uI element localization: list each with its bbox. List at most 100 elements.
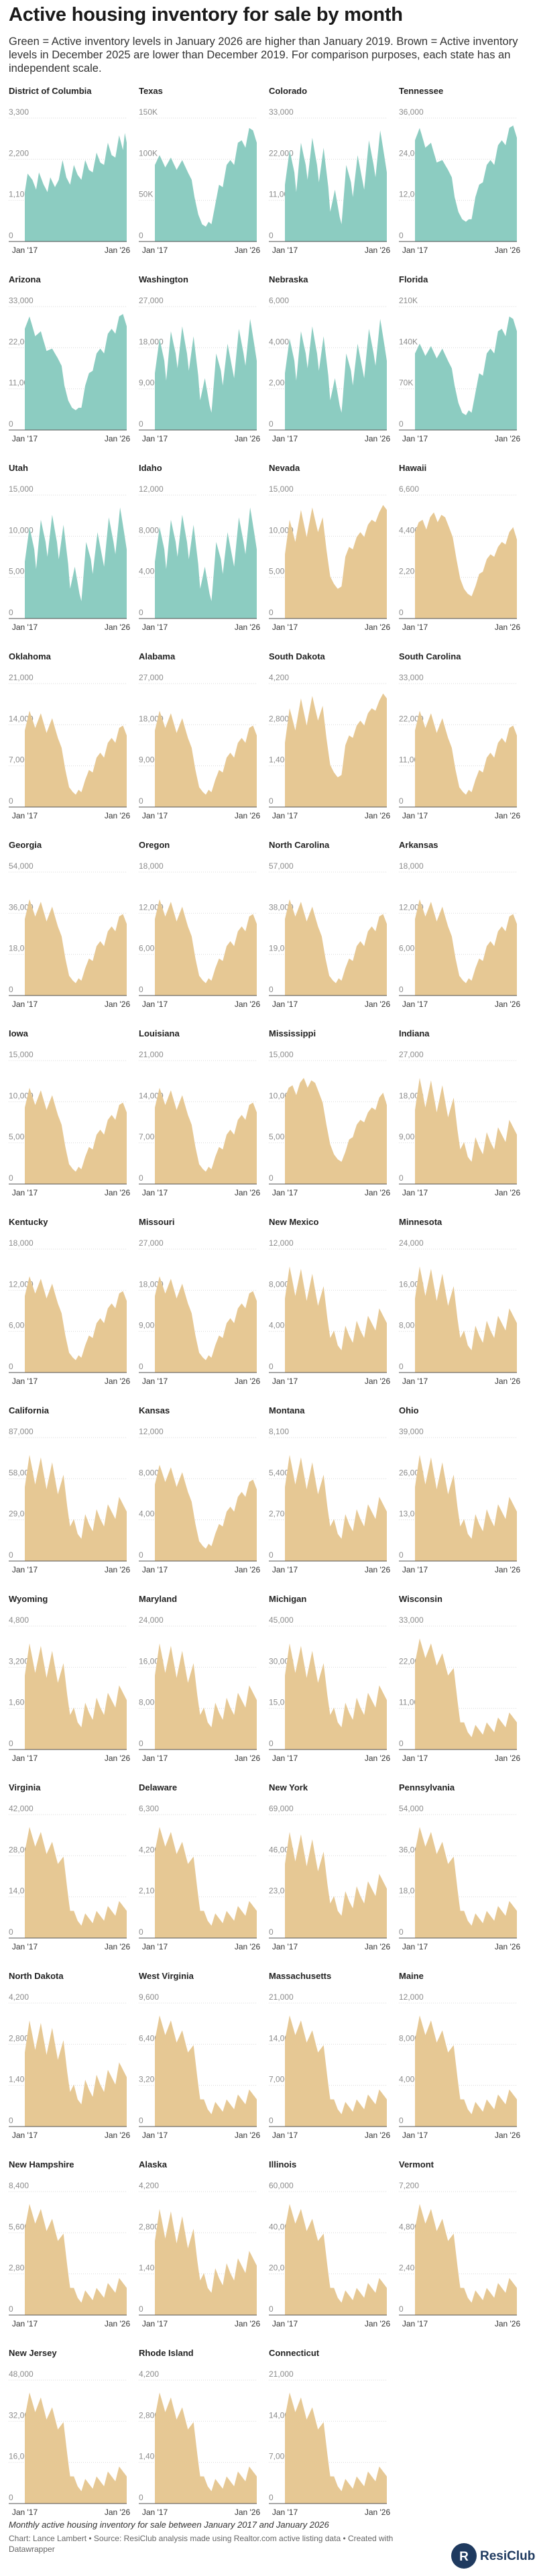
panel-montana: Montana 0 2,700 5,400 8,100 Jan '17 Jan '26 [269,1405,390,1574]
x-tick-label: Jan '17 [12,1565,38,1574]
inventory-area [285,1643,387,1750]
y-tick-label: 18,000 [139,861,164,871]
state-label: Iowa [9,1028,29,1038]
y-tick-label: 0 [9,1739,13,1748]
y-tick-label: 8,000 [139,1698,159,1707]
y-tick-label: 60,000 [269,2181,294,2190]
state-label: Utah [9,463,28,473]
inventory-area [285,2204,387,2315]
state-label: Virginia [9,1782,41,1792]
state-label: New Jersey [9,2348,57,2358]
x-tick-label: Jan '17 [12,1377,38,1386]
state-label: Nebraska [269,274,308,284]
y-tick-label: 4,200 [139,1845,159,1854]
y-tick-label: 0 [9,1173,13,1183]
y-tick-label: 0 [139,1550,143,1560]
x-tick-label: Jan '17 [12,246,38,255]
panel-west-virginia: West Virginia 0 3,200 6,400 9,600 Jan '17 Jan … [139,1971,260,2140]
y-tick-label: 0 [269,231,274,240]
y-tick-label: 15,000 [9,484,34,494]
inventory-area [155,507,257,619]
resiclub-logo: R ResiClub [451,2542,535,2572]
y-tick-label: 0 [399,419,404,429]
y-tick-label: 0 [9,419,13,429]
y-tick-label: 5,000 [269,567,289,576]
page-title: Active housing inventory for sale by mon… [9,4,403,25]
x-tick-label: Jan '17 [402,246,428,255]
resiclub-logo-text: ResiClub [480,2549,536,2563]
x-tick-label: Jan '17 [402,1188,428,1197]
inventory-area [25,1643,127,1750]
y-tick-label: 5,400 [269,1468,289,1477]
y-tick-label: 100K [139,148,158,158]
y-tick-label: 15,000 [9,1050,34,1059]
inventory-area [155,1827,257,1938]
x-tick-label: Jan '26 [105,2508,131,2517]
svg-text:R: R [459,2550,469,2564]
panel-north-dakota: North Dakota 0 1,400 2,800 4,200 Jan '17 Jan '… [9,1971,130,2140]
y-tick-label: 6,600 [399,484,419,494]
inventory-area [25,2392,127,2504]
y-tick-label: 33,000 [269,107,294,117]
state-label: Arkansas [399,840,438,850]
y-tick-label: 210K [399,296,418,305]
y-tick-label: 7,000 [139,1132,159,1142]
y-tick-label: 36,000 [399,107,424,117]
y-tick-label: 2,800 [269,714,289,723]
y-tick-label: 8,000 [269,1279,289,1289]
state-label: Georgia [9,840,42,850]
y-tick-label: 8,000 [399,2033,419,2043]
inventory-area [415,1454,517,1561]
y-tick-label: 4,000 [269,1321,289,1330]
state-label: South Carolina [399,651,461,661]
y-tick-label: 0 [269,1739,274,1748]
state-label: Texas [139,86,163,96]
state-label: South Dakota [269,651,326,661]
y-tick-label: 0 [9,1550,13,1560]
x-tick-label: Jan '26 [105,2131,131,2140]
x-tick-label: Jan '26 [365,246,391,255]
x-tick-label: Jan '17 [402,1565,428,1574]
x-tick-label: Jan '26 [365,1377,391,1386]
inventory-area [285,504,387,619]
x-tick-label: Jan '26 [235,1188,261,1197]
panel-idaho: Idaho 0 4,000 8,000 12,000 Jan '17 Jan '26 [139,463,260,632]
x-tick-label: Jan '17 [272,1377,298,1386]
y-tick-label: 2,700 [269,1509,289,1519]
y-tick-label: 7,000 [9,755,29,765]
inventory-area [415,1077,517,1184]
y-tick-label: 9,000 [399,1132,419,1142]
x-tick-label: Jan '17 [272,434,298,443]
y-tick-label: 5,000 [9,1132,29,1142]
state-label: Maine [399,1971,424,1981]
x-tick-label: Jan '26 [105,1377,131,1386]
inventory-area [155,1276,257,1373]
y-tick-label: 0 [139,2304,143,2314]
x-tick-label: Jan '26 [495,2319,521,2328]
x-tick-label: Jan '17 [12,434,38,443]
y-tick-label: 0 [269,1362,274,1371]
y-tick-label: 2,200 [399,567,419,576]
y-tick-label: 2,800 [9,2263,29,2273]
y-tick-label: 0 [269,608,274,617]
y-tick-label: 21,000 [139,1050,164,1059]
y-tick-label: 54,000 [9,861,34,871]
y-tick-label: 8,400 [9,2181,29,2190]
x-tick-label: Jan '17 [402,2319,428,2328]
y-tick-label: 0 [139,1739,143,1748]
panel-washington: Washington 0 9,000 18,000 27,000 Jan '17 Jan '… [139,274,260,443]
y-tick-label: 21,000 [269,2369,294,2379]
state-label: North Carolina [269,840,330,850]
y-tick-label: 6,400 [139,2033,159,2043]
y-tick-label: 18,000 [139,337,164,346]
y-tick-label: 0 [399,1362,404,1371]
x-tick-label: Jan '26 [105,1754,131,1763]
inventory-area [25,1827,127,1938]
x-tick-label: Jan '26 [235,246,261,255]
y-tick-label: 18,000 [399,861,424,871]
